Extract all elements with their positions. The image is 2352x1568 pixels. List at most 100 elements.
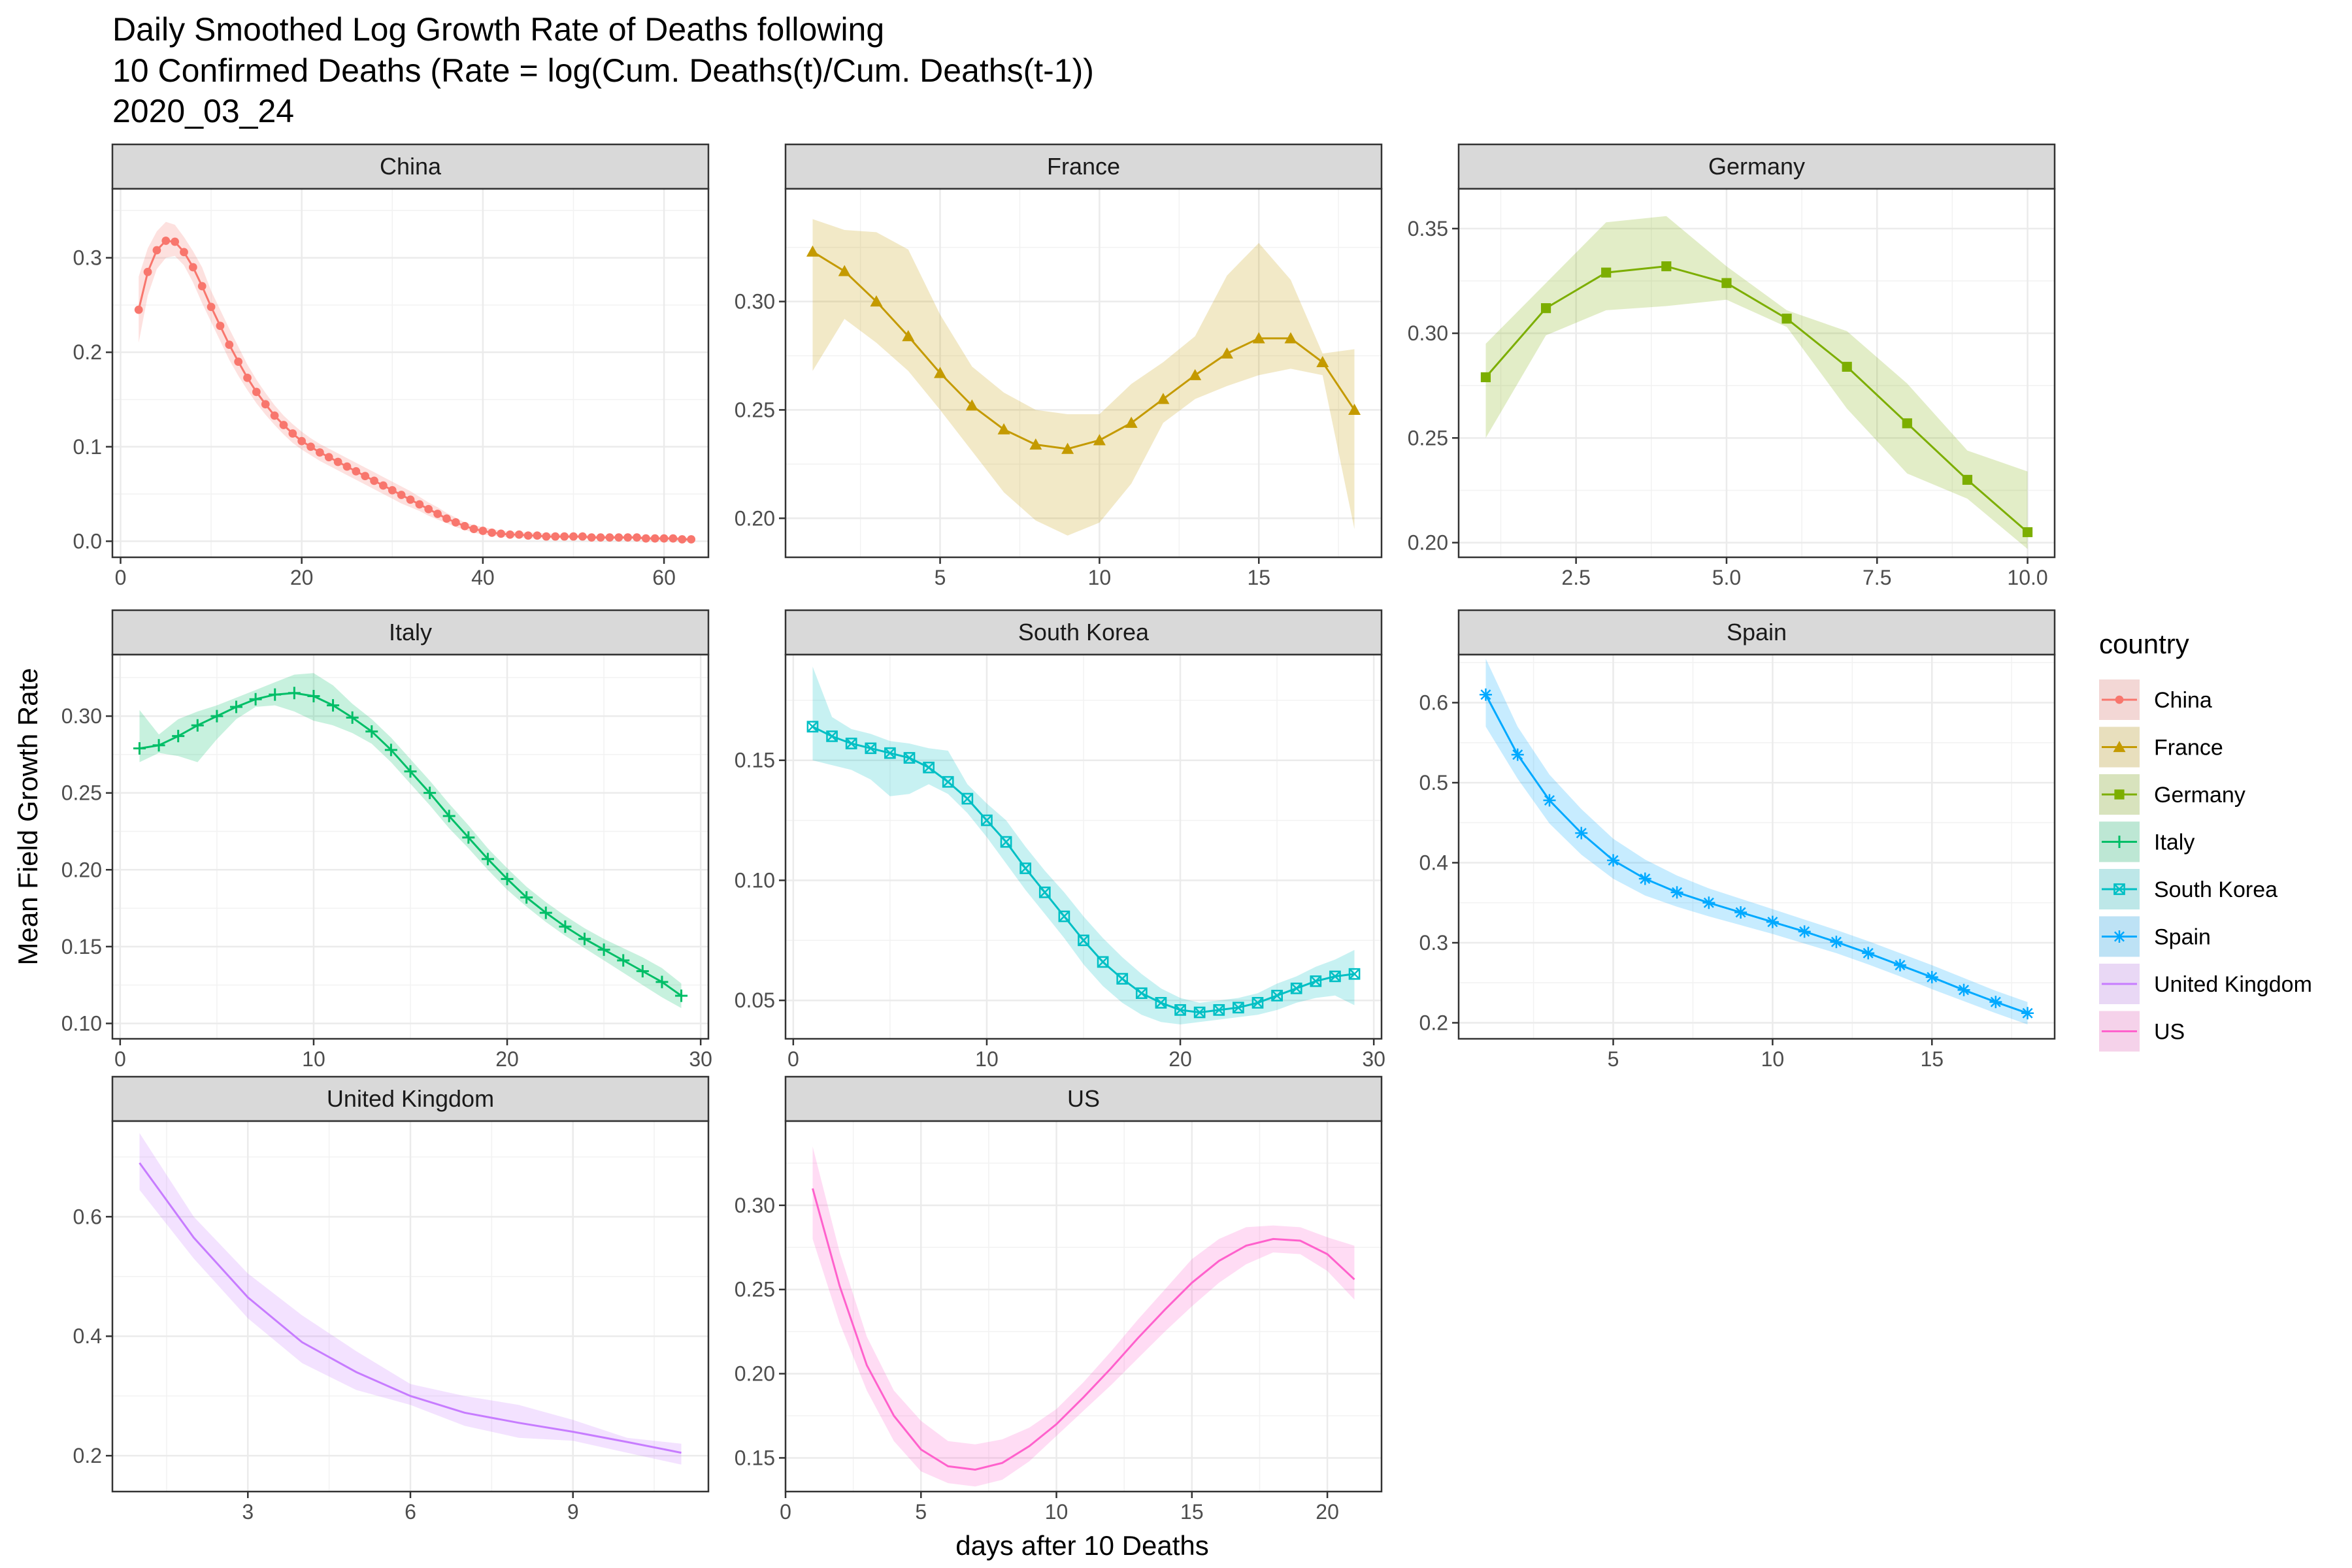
grid [1459, 655, 2055, 1039]
panel-south-korea: South Korea 0 10 20 30 0.05 0.10 0.15 [735, 609, 1385, 1071]
point-italy [655, 975, 669, 988]
point-italy [404, 765, 417, 778]
chart-title-line-3: 2020_03_24 [112, 93, 294, 129]
point-south-korea [1271, 990, 1283, 1002]
point-china [596, 533, 605, 542]
point-china [478, 527, 488, 535]
x-tick-label: 20 [1316, 1500, 1339, 1524]
y-tick-label: 0.05 [735, 988, 775, 1012]
y-tick-label: 0.30 [735, 290, 775, 314]
legend-item-united-kingdom: United Kingdom [2099, 964, 2312, 1004]
point-china [288, 429, 297, 438]
point-china [180, 248, 188, 257]
confidence-ribbon-italy [139, 673, 682, 1008]
panel-background [786, 189, 1382, 557]
point-france [1316, 355, 1329, 368]
y-tick-label: 0.6 [73, 1205, 102, 1228]
y-tick-label: 0.25 [735, 398, 775, 421]
panel-italy: Italy 0 10 20 30 0.10 0.15 0.20 0.25 0.30 [61, 609, 712, 1071]
point-south-korea [1116, 973, 1129, 985]
y-tick-label: 0.15 [735, 749, 775, 772]
panel-background [1459, 655, 2055, 1039]
strip-france [784, 143, 1383, 190]
y-tick-label: 0.25 [735, 1278, 775, 1301]
point-china [542, 532, 551, 541]
panel-background [1459, 189, 2055, 557]
point-spain [1638, 872, 1651, 885]
legend-key-marker [2113, 741, 2126, 753]
point-china [469, 525, 478, 533]
x-tick-label: 10 [975, 1047, 999, 1071]
legend-key-marker [2114, 789, 2125, 800]
point-china [370, 476, 378, 485]
point-china [216, 321, 225, 331]
point-south-korea [1058, 910, 1070, 923]
strip-label-spain: Spain [1727, 619, 1787, 645]
panel-spain: Spain 5 10 15 0.2 0.3 0.4 0.5 0.6 [1419, 609, 2056, 1071]
y-tick-label: 0.2 [73, 1444, 102, 1467]
y-tick-label: 0.4 [73, 1324, 102, 1348]
point-china [324, 453, 333, 462]
point-china [687, 535, 696, 544]
x-tick-label: 2.5 [1561, 566, 1590, 589]
point-china [605, 533, 614, 542]
point-china [261, 400, 270, 409]
panel-background [786, 1121, 1382, 1492]
legend-key-marker [2113, 836, 2126, 848]
point-china [143, 267, 152, 276]
point-south-korea [1193, 1006, 1206, 1019]
y-tick-label: 0.3 [73, 246, 102, 270]
legend-key-marker [2113, 930, 2126, 943]
series-france [806, 219, 1361, 536]
series-germany [1480, 216, 2033, 549]
point-south-korea [1348, 968, 1361, 980]
point-italy [442, 809, 455, 823]
legend-label: Germany [2154, 783, 2245, 808]
point-south-korea [961, 792, 974, 805]
point-france [870, 295, 883, 307]
strip-label-italy: Italy [389, 619, 432, 645]
legend-item-south-korea: South Korea [2099, 869, 2277, 909]
point-italy [384, 743, 397, 757]
point-france [1252, 332, 1265, 344]
point-italy [230, 700, 243, 713]
point-south-korea [1135, 987, 1148, 1000]
x-tick-label: 3 [242, 1500, 254, 1524]
x-tick-label: 10 [1088, 566, 1112, 589]
x-tick-label: 0 [114, 1047, 126, 1071]
point-spain [1702, 896, 1715, 909]
point-germany [1842, 361, 1852, 372]
strip-label-germany: Germany [1708, 153, 1805, 180]
legend-item-us: US [2099, 1011, 2185, 1052]
legend-key-marker [2115, 695, 2124, 704]
point-china [342, 462, 352, 471]
point-italy [133, 742, 146, 755]
panel-border [784, 653, 1383, 1040]
point-spain [1893, 958, 1906, 972]
point-italy [269, 688, 282, 701]
point-spain [1830, 936, 1843, 949]
point-france [1189, 368, 1202, 380]
point-spain [1575, 826, 1588, 840]
point-china [569, 532, 578, 541]
point-france [1061, 442, 1074, 454]
x-tick-label: 15 [1180, 1500, 1204, 1524]
point-spain [1543, 794, 1556, 807]
y-tick-label: 0.10 [735, 868, 775, 892]
point-china [225, 340, 234, 349]
point-south-korea [923, 761, 935, 774]
point-italy [365, 725, 378, 738]
panel-china: China 0 20 40 60 0.0 0.1 0.2 0.3 [73, 143, 710, 589]
point-china [234, 357, 243, 367]
x-tick-label: 10.0 [2007, 566, 2047, 589]
point-south-korea [1329, 970, 1341, 983]
x-tick-label: 5 [915, 1500, 927, 1524]
point-south-korea [1290, 982, 1302, 994]
point-france [1125, 416, 1138, 428]
y-tick-label: 0.1 [73, 435, 102, 459]
panel-border [1457, 653, 2056, 1040]
x-tick-label: 30 [1362, 1047, 1385, 1071]
grid [112, 655, 708, 1039]
